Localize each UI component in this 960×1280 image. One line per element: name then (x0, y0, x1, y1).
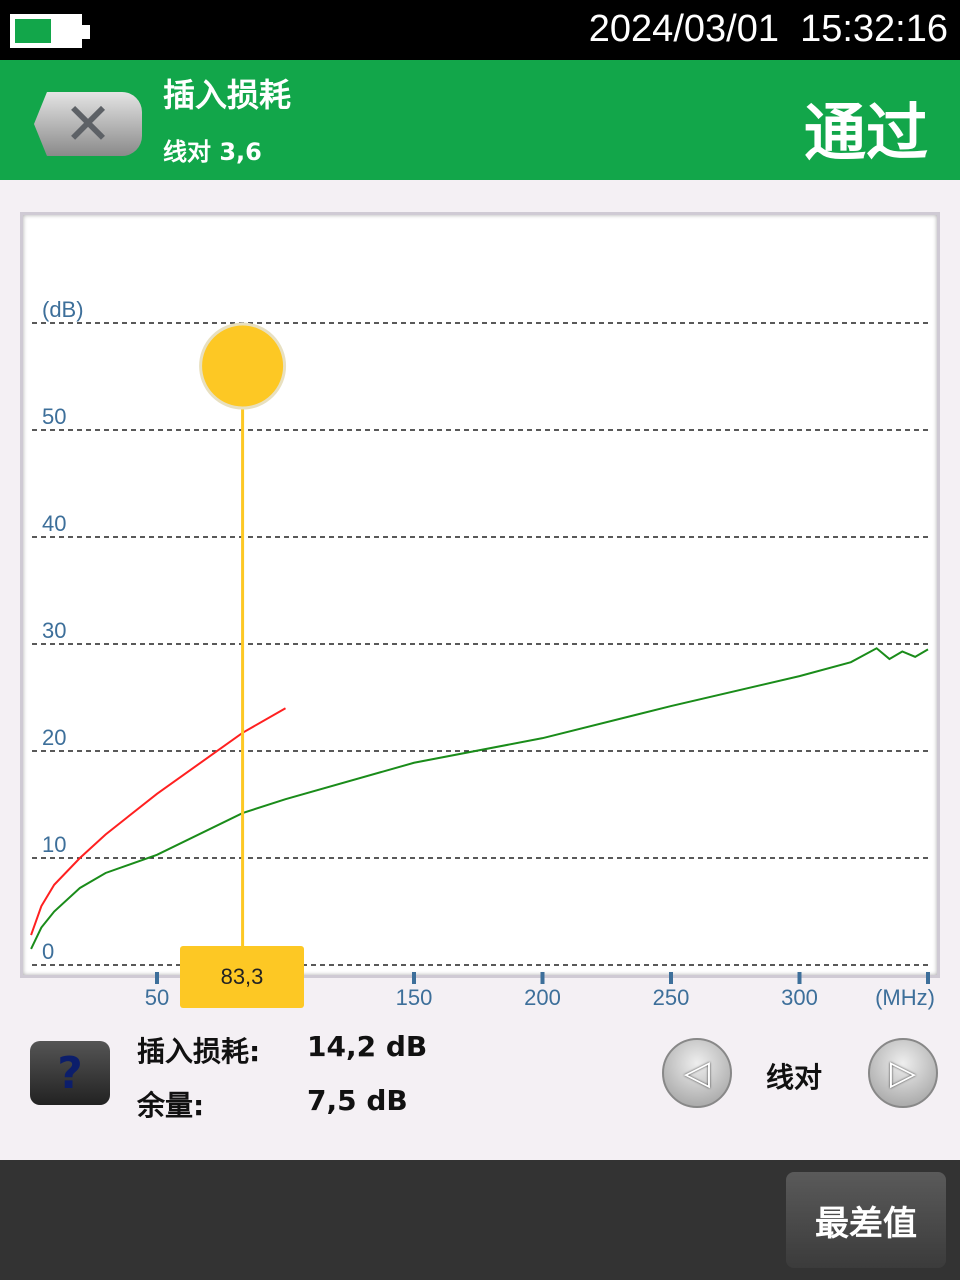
x-axis-label: (MHz) (875, 985, 935, 1010)
insertion-loss-value: 14,2 dB (307, 1030, 428, 1063)
test-title: 插入损耗 (163, 76, 292, 114)
x-tick-mark (926, 972, 930, 984)
header: ✕ 插入损耗 线对 3,6 通过 (0, 60, 960, 180)
help-button[interactable]: ? (30, 1041, 110, 1105)
result-status: 通过 (803, 96, 928, 169)
x-tick-mark (540, 972, 545, 984)
status-bar: 2024/03/01 15:32:16 (0, 0, 960, 60)
pair-label: 线对 (766, 1061, 823, 1094)
pair-subtitle: 线对 3,6 (163, 138, 262, 166)
margin-label: 余量: (137, 1089, 205, 1122)
cursor-frequency-label[interactable]: 83,3 (180, 946, 304, 1008)
prev-pair-button[interactable]: ◁ (662, 1038, 732, 1108)
cursor-handle[interactable] (199, 322, 287, 410)
chart-frame (20, 212, 940, 978)
x-tick-label: 250 (653, 985, 690, 1010)
y-tick-label: 0 (42, 939, 54, 964)
close-x-icon: ✕ (63, 90, 113, 158)
insertion-loss-chart[interactable]: 0 10 20 30 40 50 (dB) 50 150 200 250 300 (MHz) (0, 0, 960, 1020)
y-tick-label: 40 (42, 511, 66, 536)
next-pair-button[interactable]: ▷ (868, 1038, 938, 1108)
triangle-left-icon: ◁ (683, 1053, 711, 1093)
x-tick-label: 300 (781, 985, 818, 1010)
triangle-right-icon: ▷ (889, 1053, 917, 1093)
close-button[interactable]: ✕ (34, 92, 142, 156)
x-tick-mark (669, 972, 673, 984)
y-axis-label: (dB) (42, 297, 84, 322)
x-tick-label: 150 (396, 985, 433, 1010)
worst-case-button[interactable]: 最差值 (786, 1172, 946, 1268)
y-tick-label: 50 (42, 404, 66, 429)
x-tick-label: 200 (524, 985, 561, 1010)
x-tick-mark (797, 972, 802, 984)
x-tick-label: 50 (145, 985, 169, 1010)
x-tick-mark (155, 972, 159, 984)
insertion-loss-label: 插入损耗: (137, 1035, 261, 1068)
y-tick-label: 10 (42, 832, 66, 857)
datetime: 2024/03/01 15:32:16 (588, 8, 948, 50)
x-tick-mark (412, 972, 416, 984)
battery-icon (10, 14, 90, 48)
limit-line (30, 707, 286, 936)
measured-loss-line (30, 647, 929, 950)
y-tick-label: 30 (42, 618, 66, 643)
margin-value: 7,5 dB (307, 1084, 408, 1117)
y-tick-label: 20 (42, 725, 66, 750)
